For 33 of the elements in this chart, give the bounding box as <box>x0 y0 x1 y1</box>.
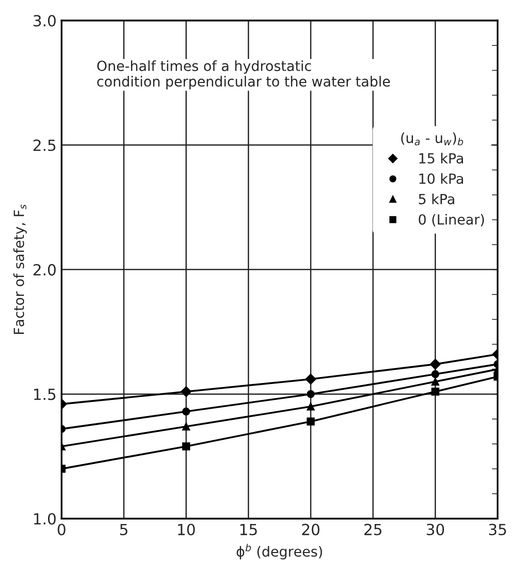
x-tick-label: 20 <box>302 524 320 536</box>
x-tick-label: 0 <box>58 524 66 536</box>
y-tick-label: 2.0 <box>34 264 56 276</box>
point <box>431 370 440 378</box>
annotation: One-half times of a hydrostatic condition perpendicular to the water table <box>97 60 390 90</box>
y-axis-title: Factor of safety, F$_{s}$ <box>13 204 27 334</box>
point <box>431 378 440 386</box>
y-tick-label: 2.5 <box>34 140 56 152</box>
point <box>180 386 192 398</box>
point <box>305 374 316 385</box>
y-tick-label: 1.0 <box>34 513 56 525</box>
y-tick-label: 3.0 <box>34 14 56 27</box>
legend-label: 5 kPa <box>418 194 454 204</box>
point <box>430 358 441 370</box>
y-tick-label: 1.5 <box>34 388 56 400</box>
point <box>306 417 315 426</box>
x-tick-label: 10 <box>178 524 195 536</box>
x-tick-label: 15 <box>240 524 257 536</box>
x-tick-label: 5 <box>120 524 128 536</box>
x-tick-label: 30 <box>426 524 444 536</box>
point <box>182 408 190 416</box>
point <box>306 390 315 398</box>
point <box>306 402 315 411</box>
x-axis-title: ϕ$^{b}$ (degrees) <box>236 544 322 560</box>
legend-title: (u$_{a}$ - u$_{w}$)$_{b}$ <box>401 132 464 146</box>
point <box>182 422 190 430</box>
legend-label: 10 kPa <box>419 173 463 184</box>
point <box>431 388 440 396</box>
legend-label: 15 kPa <box>419 152 463 164</box>
x-tick-label: 25 <box>364 524 382 536</box>
point <box>182 442 190 450</box>
legend-label: 0 (Linear) <box>418 214 484 226</box>
x-tick-label: 35 <box>489 524 506 536</box>
